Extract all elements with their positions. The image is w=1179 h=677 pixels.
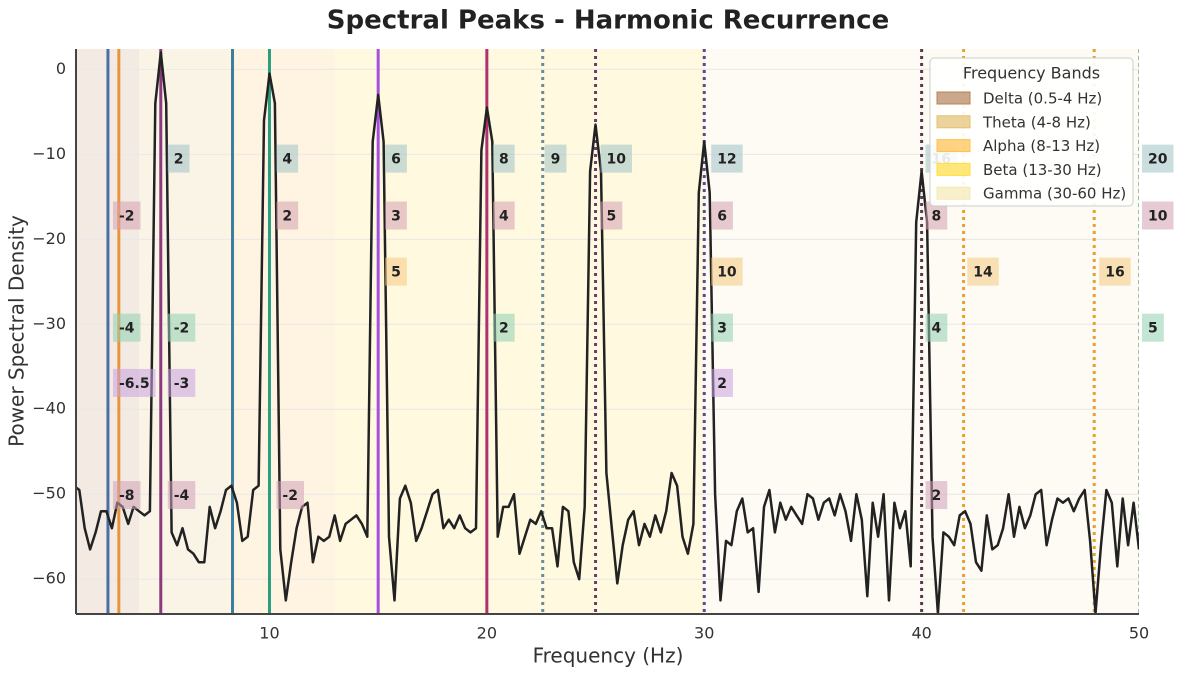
chart-title: Spectral Peaks - Harmonic Recurrence	[327, 6, 889, 36]
annotation-label: 2	[717, 376, 727, 392]
annotation-label: 5	[391, 265, 401, 281]
annotation-box	[711, 368, 733, 397]
annotation-box	[385, 201, 407, 230]
annotation-label: 10	[607, 152, 627, 168]
annotation-label: 2	[174, 152, 184, 168]
annotation-label: 5	[1148, 321, 1158, 337]
annotation-label: 10	[1148, 209, 1168, 225]
annotation-label: 12	[717, 152, 736, 168]
annotation-box	[600, 201, 623, 230]
legend-label: Theta (4-8 Hz)	[982, 113, 1091, 131]
annotation-label: -4	[174, 488, 190, 504]
annotation-label: 10	[717, 265, 737, 281]
annotation-box	[1142, 313, 1164, 342]
annotation-label: 8	[499, 152, 509, 168]
annotation-label: 2	[282, 209, 292, 225]
annotation-box	[492, 313, 515, 342]
band-shade	[334, 49, 705, 614]
annotation-label: -6.5	[119, 376, 150, 392]
legend-title: Frequency Bands	[963, 64, 1100, 83]
annotation-box	[112, 481, 141, 510]
annotation-box	[167, 481, 196, 510]
annotation-label: 2	[932, 488, 942, 504]
annotation-label: 14	[973, 265, 993, 281]
x-tick-label: 40	[911, 624, 931, 643]
y-tick-label: −10	[32, 144, 66, 163]
legend-swatch	[936, 162, 971, 176]
annotation-label: -2	[174, 321, 190, 337]
annotation-label: 16	[1105, 265, 1124, 281]
y-axis-label: Power Spectral Density	[5, 215, 29, 447]
annotation-box	[925, 313, 948, 342]
annotation-box	[276, 144, 299, 173]
annotation-box	[711, 201, 733, 230]
annotation-box	[711, 313, 733, 342]
annotation-label: -4	[119, 321, 135, 337]
plot-area	[76, 49, 1139, 614]
y-tick-label: −50	[32, 484, 66, 503]
y-tick-label: −60	[32, 569, 66, 588]
annotation-box	[167, 368, 196, 397]
annotation-label: 4	[499, 209, 509, 225]
annotation-box	[1099, 257, 1131, 286]
x-tick-label: 50	[1129, 624, 1149, 643]
annotation-label: 6	[717, 209, 727, 225]
annotation-box	[711, 257, 743, 286]
legend-box	[929, 57, 1134, 207]
annotation-box	[167, 144, 190, 173]
annotation-label: 3	[391, 209, 401, 225]
annotation-box	[544, 144, 567, 173]
legend-label: Beta (13-30 Hz)	[983, 161, 1102, 179]
annotation-box	[492, 144, 515, 173]
legend-swatch	[936, 115, 971, 129]
legend-swatch	[936, 91, 971, 105]
annotation-box	[385, 144, 407, 173]
annotation-box	[276, 481, 304, 510]
annotation-label: 20	[1148, 152, 1168, 168]
legend-swatch	[936, 186, 971, 200]
annotation-label: -2	[282, 488, 298, 504]
annotation-box	[276, 201, 299, 230]
annotation-label: 6	[391, 152, 401, 168]
y-tick-label: −30	[32, 314, 66, 333]
annotation-box	[112, 368, 156, 397]
annotation-box	[711, 144, 743, 173]
annotation-box	[167, 313, 196, 342]
annotation-label: -2	[119, 209, 135, 225]
annotation-label: 4	[932, 321, 942, 337]
annotation-label: -8	[119, 488, 135, 504]
annotation-label: 8	[932, 209, 942, 225]
x-tick-label: 10	[259, 624, 279, 643]
annotation-label: 2	[499, 321, 509, 337]
annotation-label: 3	[717, 321, 727, 337]
annotation-box	[925, 201, 948, 230]
annotation-label: -3	[174, 376, 190, 392]
legend-label: Gamma (30-60 Hz)	[983, 185, 1126, 203]
annotation-box	[112, 201, 141, 230]
annotation-box	[600, 144, 633, 173]
annotation-box	[1142, 144, 1174, 173]
spectrum-line	[76, 51, 1139, 614]
annotation-box	[492, 201, 515, 230]
annotation-box	[967, 257, 999, 286]
y-tick-label: −40	[32, 399, 66, 418]
annotation-label: 5	[607, 209, 617, 225]
annotation-box	[112, 313, 141, 342]
legend-label: Alpha (8-13 Hz)	[983, 137, 1100, 155]
annotation-box	[1142, 201, 1174, 230]
x-axis-label: Frequency (Hz)	[533, 644, 684, 668]
annotation-box	[385, 257, 407, 286]
y-tick-label: −20	[32, 229, 66, 248]
annotation-label: 4	[282, 152, 292, 168]
y-tick-label: 0	[56, 59, 66, 78]
annotation-label: 9	[551, 152, 561, 168]
legend-label: Delta (0.5-4 Hz)	[983, 90, 1102, 108]
legend-swatch	[936, 139, 971, 153]
annotation-box	[925, 481, 948, 510]
x-tick-label: 20	[477, 624, 497, 643]
x-tick-label: 30	[694, 624, 714, 643]
